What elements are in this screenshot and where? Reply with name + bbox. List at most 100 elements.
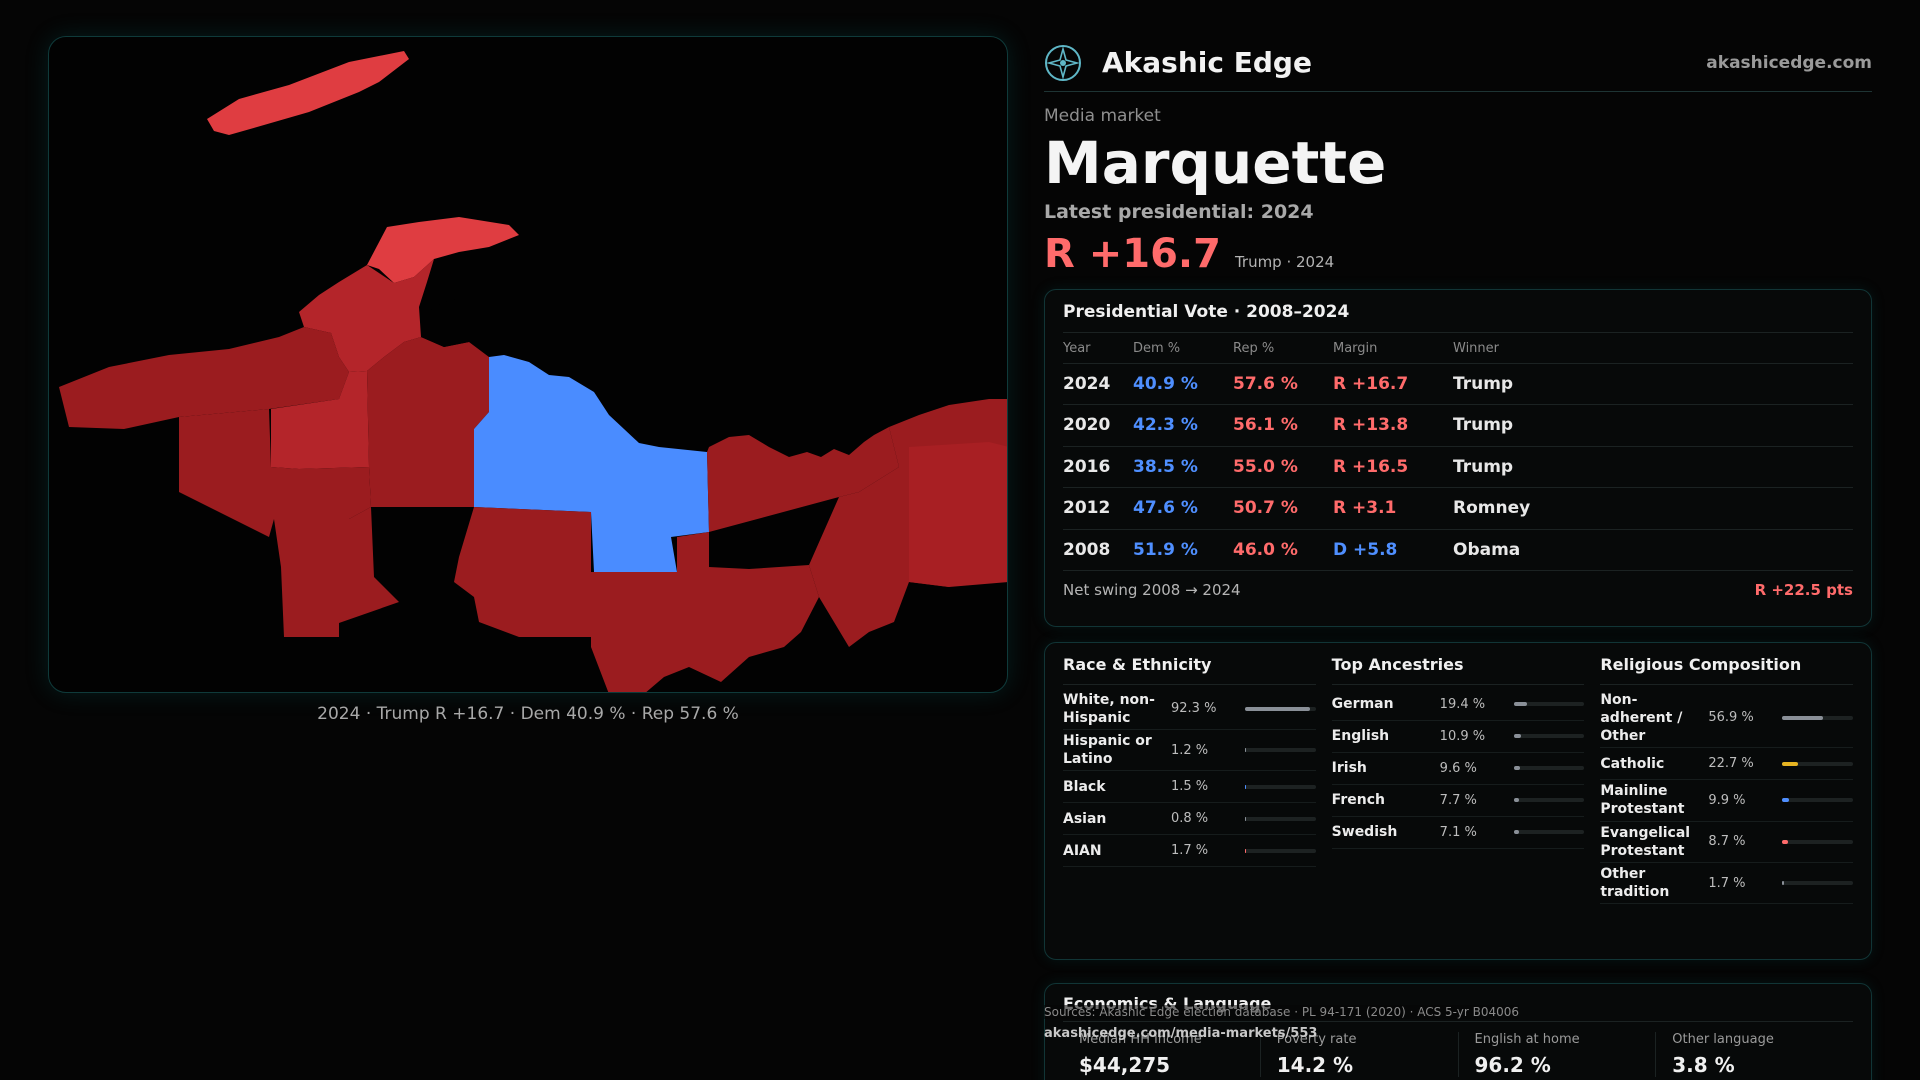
ancestry-label: German [1331,696,1394,713]
county-iron[interactable] [179,409,371,537]
vote-row-2020: 2020 42.3 % 56.1 % R +13.8 Trump [1063,404,1853,447]
headline-sub: Trump · 2024 [1234,252,1335,271]
economics-card: Economics & Language Median HH income $44… [1044,983,1872,1080]
col-winner: Winner [1453,332,1853,364]
col-rep: Rep % [1233,332,1333,364]
county-marquette[interactable] [474,355,709,572]
source-url-link[interactable]: akashicedge.com/media-markets/553 [1044,1026,1318,1041]
religion-bar-fill [1782,715,1823,720]
religion-bar-fill [1782,798,1790,803]
vote-cell-winner: Obama [1453,529,1853,572]
vote-card-title: Presidential Vote · 2008–2024 [1063,302,1853,333]
religion-value: 9.9 % [1708,792,1746,808]
county-baraga[interactable] [367,337,489,507]
vote-cell-year: 2016 [1063,446,1133,489]
county-keweenaw[interactable] [367,217,519,283]
ancestry-row: English 10.9 % [1331,721,1585,753]
col-margin: Margin [1333,332,1453,364]
net-swing-value: R +22.5 pts [1754,581,1853,600]
sources-note: Sources: Akashic Edge election database … [1044,1005,1520,1019]
county-dickinson[interactable] [274,507,399,637]
county-ontonagon[interactable] [271,371,369,469]
county-luce[interactable] [909,442,1008,587]
vote-cell-rep: 57.6 % [1233,363,1333,406]
ancestry-label: French [1331,792,1385,809]
religion-bar [1782,798,1854,803]
ancestry-bar [1513,702,1585,707]
vote-cell-winner: Trump [1453,363,1853,406]
ancestry-row: German 19.4 % [1331,689,1585,721]
county-houghton[interactable] [299,259,434,372]
economics-stat: English at home 96.2 % [1459,1032,1657,1077]
headline-result: R +16.7 Trump · 2024 [1044,231,1872,277]
ancestry-value: 7.7 % [1439,792,1477,808]
county-map[interactable] [48,36,1008,693]
race-label: White, non-Hispanic [1063,691,1155,726]
religion-value: 22.7 % [1708,756,1754,772]
vote-cell-rep: 50.7 % [1233,487,1333,530]
vote-table: Year Dem % Rep % Margin Winner 2024 40.9 … [1063,332,1853,572]
religion-row: Evangelical Protestant 8.7 % [1600,822,1854,863]
vote-cell-rep: 55.0 % [1233,446,1333,489]
race-value: 92.3 % [1171,701,1217,717]
ancestry-bar-fill [1513,702,1528,707]
county-keweenaw-isle[interactable] [207,51,409,135]
county-alger[interactable] [707,427,899,532]
ancestry-bar [1513,734,1585,739]
religion-label: Non-adherent / Other [1600,691,1683,745]
site-link[interactable]: akashicedge.com [1706,52,1872,73]
religion-label: Other tradition [1600,866,1670,901]
market-panel: Akashic Edge akashicedge.com Media marke… [1044,34,1872,960]
religion-bar-fill [1782,881,1784,886]
ancestry-row: French 7.7 % [1331,785,1585,817]
county-menominee[interactable] [454,507,591,637]
ancestry-bar [1513,798,1585,803]
vote-row-2012: 2012 47.6 % 50.7 % R +3.1 Romney [1063,487,1853,530]
vote-row-2016: 2016 38.5 % 55.0 % R +16.5 Trump [1063,446,1853,489]
race-bar [1245,848,1316,853]
county-delta[interactable] [591,532,819,693]
county-gogebic[interactable] [59,327,349,429]
race-bar-fill [1245,706,1311,711]
ancestry-row: Swedish 7.1 % [1331,817,1585,849]
vote-table-header: Year Dem % Rep % Margin Winner [1063,332,1853,364]
religion-bar [1782,715,1854,720]
economics-row: Median HH income $44,275 Poverty rate 14.2 … [1063,1032,1853,1077]
race-value: 1.5 % [1171,779,1209,795]
race-row: White, non-Hispanic 92.3 % [1063,689,1316,731]
ancestry-bar [1513,830,1585,835]
race-bar-fill [1245,748,1247,753]
vote-row-2008: 2008 51.9 % 46.0 % D +5.8 Obama [1063,529,1853,572]
race-label: Black [1063,778,1106,795]
vote-cell-winner: Trump [1453,446,1853,489]
vote-row-2024: 2024 40.9 % 57.6 % R +16.7 Trump [1063,363,1853,406]
vote-cell-year: 2008 [1063,529,1133,572]
page-title: Marquette [1044,129,1387,197]
map-caption: 2024 · Trump R +16.7 · Dem 40.9 % · Rep … [317,704,739,724]
vote-cell-year: 2012 [1063,487,1133,530]
race-label: AIAN [1063,842,1102,859]
religion-row: Catholic 22.7 % [1600,748,1854,781]
religion-label: Catholic [1600,755,1665,772]
vote-cell-rep: 46.0 % [1233,529,1333,572]
vote-cell-dem: 47.6 % [1133,487,1233,530]
latest-label: Latest presidential: 2024 [1044,200,1314,223]
economics-stat: Poverty rate 14.2 % [1261,1032,1459,1077]
race-value: 0.8 % [1171,811,1209,827]
vote-cell-rep: 56.1 % [1233,404,1333,447]
demographics-card: Race & Ethnicity White, non-Hispanic 92.3… [1044,641,1872,960]
religion-label: Evangelical Protestant [1600,824,1691,859]
ancestry-row: Irish 9.6 % [1331,753,1585,785]
county-map-svg [59,51,1008,693]
race-title: Race & Ethnicity [1063,655,1316,685]
race-bar [1245,784,1316,789]
vote-cell-year: 2020 [1063,404,1133,447]
religion-value: 56.9 % [1708,710,1754,726]
race-bar-fill [1245,784,1247,789]
col-year: Year [1063,332,1133,364]
ancestry-bar-fill [1513,798,1520,803]
religion-bar [1782,839,1854,844]
ancestry-value: 19.4 % [1439,696,1486,712]
brand-name: Akashic Edge [1102,46,1312,79]
vote-cell-margin: R +16.5 [1333,446,1453,489]
